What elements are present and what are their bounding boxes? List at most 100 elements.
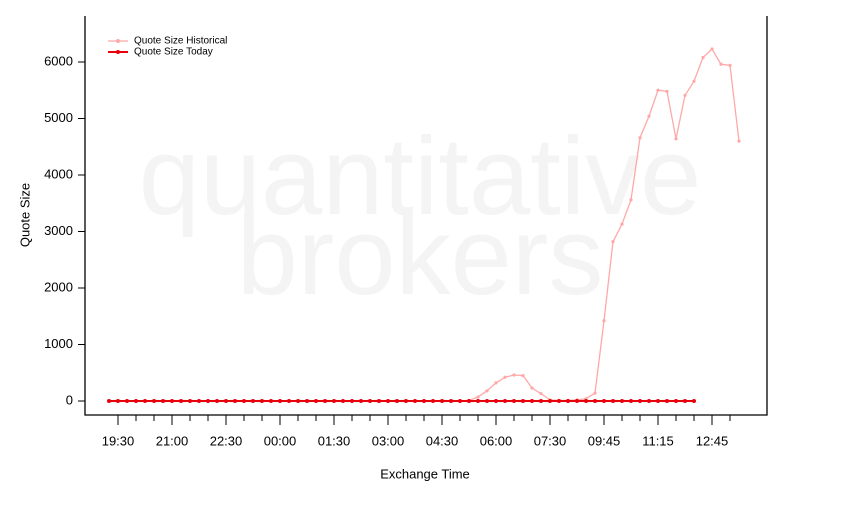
- point: [314, 398, 318, 403]
- point: [539, 398, 543, 403]
- point: [701, 55, 705, 60]
- point: [593, 398, 597, 403]
- point: [251, 398, 255, 403]
- point: [206, 398, 210, 403]
- point: [260, 398, 264, 403]
- point: [584, 398, 588, 403]
- point: [503, 375, 507, 379]
- point: [638, 398, 642, 403]
- x-tick-label: 11:15: [642, 433, 674, 448]
- legend-label: Quote Size Historical: [134, 36, 227, 47]
- point: [728, 63, 732, 67]
- y-axis-label: Quote Size: [17, 183, 32, 247]
- point: [629, 398, 633, 403]
- point: [440, 398, 444, 403]
- point: [593, 391, 597, 395]
- point: [692, 398, 696, 403]
- axis-frame: [84, 16, 768, 416]
- point: [485, 389, 489, 393]
- point: [467, 398, 471, 403]
- legend-label: Quote Size Today: [134, 47, 213, 58]
- point: [188, 398, 192, 403]
- point: [350, 398, 354, 403]
- point: [476, 395, 480, 399]
- point: [395, 398, 399, 403]
- x-tick-label: 07:30: [534, 433, 567, 448]
- watermark: quantitative: [139, 115, 702, 238]
- point: [710, 47, 714, 51]
- x-tick-label: 03:00: [372, 433, 405, 448]
- point: [431, 398, 435, 403]
- y-tick-label: 1000: [44, 336, 73, 351]
- y-tick-label: 6000: [44, 53, 73, 68]
- x-tick-label: 09:45: [588, 433, 621, 448]
- point: [368, 398, 372, 403]
- point: [233, 398, 237, 403]
- point: [575, 398, 579, 403]
- y-tick-label: 0: [66, 392, 73, 407]
- x-tick-label: 01:30: [318, 433, 351, 448]
- point: [557, 398, 561, 403]
- point: [611, 398, 615, 403]
- point: [485, 398, 489, 403]
- point: [647, 114, 651, 118]
- point: [602, 319, 606, 323]
- point: [503, 398, 507, 403]
- point: [413, 398, 417, 403]
- x-tick-label: 00:00: [264, 433, 297, 448]
- point: [737, 139, 741, 143]
- point: [521, 398, 525, 403]
- point: [197, 398, 201, 403]
- point: [359, 398, 363, 403]
- point: [143, 398, 147, 403]
- point: [341, 398, 345, 403]
- point: [530, 386, 534, 390]
- point: [674, 398, 678, 403]
- point: [647, 398, 651, 403]
- y-tick-label: 5000: [44, 110, 73, 125]
- point: [620, 398, 624, 403]
- watermark: brokers: [237, 195, 604, 318]
- point: [116, 398, 120, 403]
- y-tick-label: 2000: [44, 279, 73, 294]
- legend-point: [116, 50, 120, 54]
- point: [296, 398, 300, 403]
- y-tick-label: 3000: [44, 223, 73, 238]
- point: [692, 79, 696, 83]
- point: [377, 398, 381, 403]
- point: [683, 398, 687, 403]
- point: [530, 398, 534, 403]
- x-tick-label: 06:00: [480, 433, 513, 448]
- point: [170, 398, 174, 403]
- point: [125, 398, 129, 403]
- point: [494, 398, 498, 403]
- point: [629, 198, 633, 202]
- point: [152, 398, 156, 403]
- point: [458, 398, 462, 403]
- point: [242, 398, 246, 403]
- point: [107, 398, 111, 403]
- x-axis-label: Exchange Time: [380, 466, 470, 481]
- point: [332, 398, 336, 403]
- point: [305, 398, 309, 403]
- point: [215, 398, 219, 403]
- x-tick-label: 21:00: [156, 433, 189, 448]
- point: [665, 398, 669, 403]
- point: [638, 136, 642, 140]
- point: [521, 373, 525, 378]
- point: [512, 398, 516, 403]
- point: [449, 398, 453, 403]
- x-tick-label: 04:30: [426, 433, 459, 448]
- point: [611, 240, 615, 244]
- point: [548, 398, 552, 403]
- point: [386, 398, 390, 403]
- x-tick-label: 22:30: [210, 433, 243, 448]
- point: [134, 398, 138, 403]
- point: [656, 88, 660, 92]
- point: [656, 398, 660, 403]
- point: [404, 398, 408, 403]
- point: [665, 89, 669, 93]
- legend-point: [116, 39, 120, 43]
